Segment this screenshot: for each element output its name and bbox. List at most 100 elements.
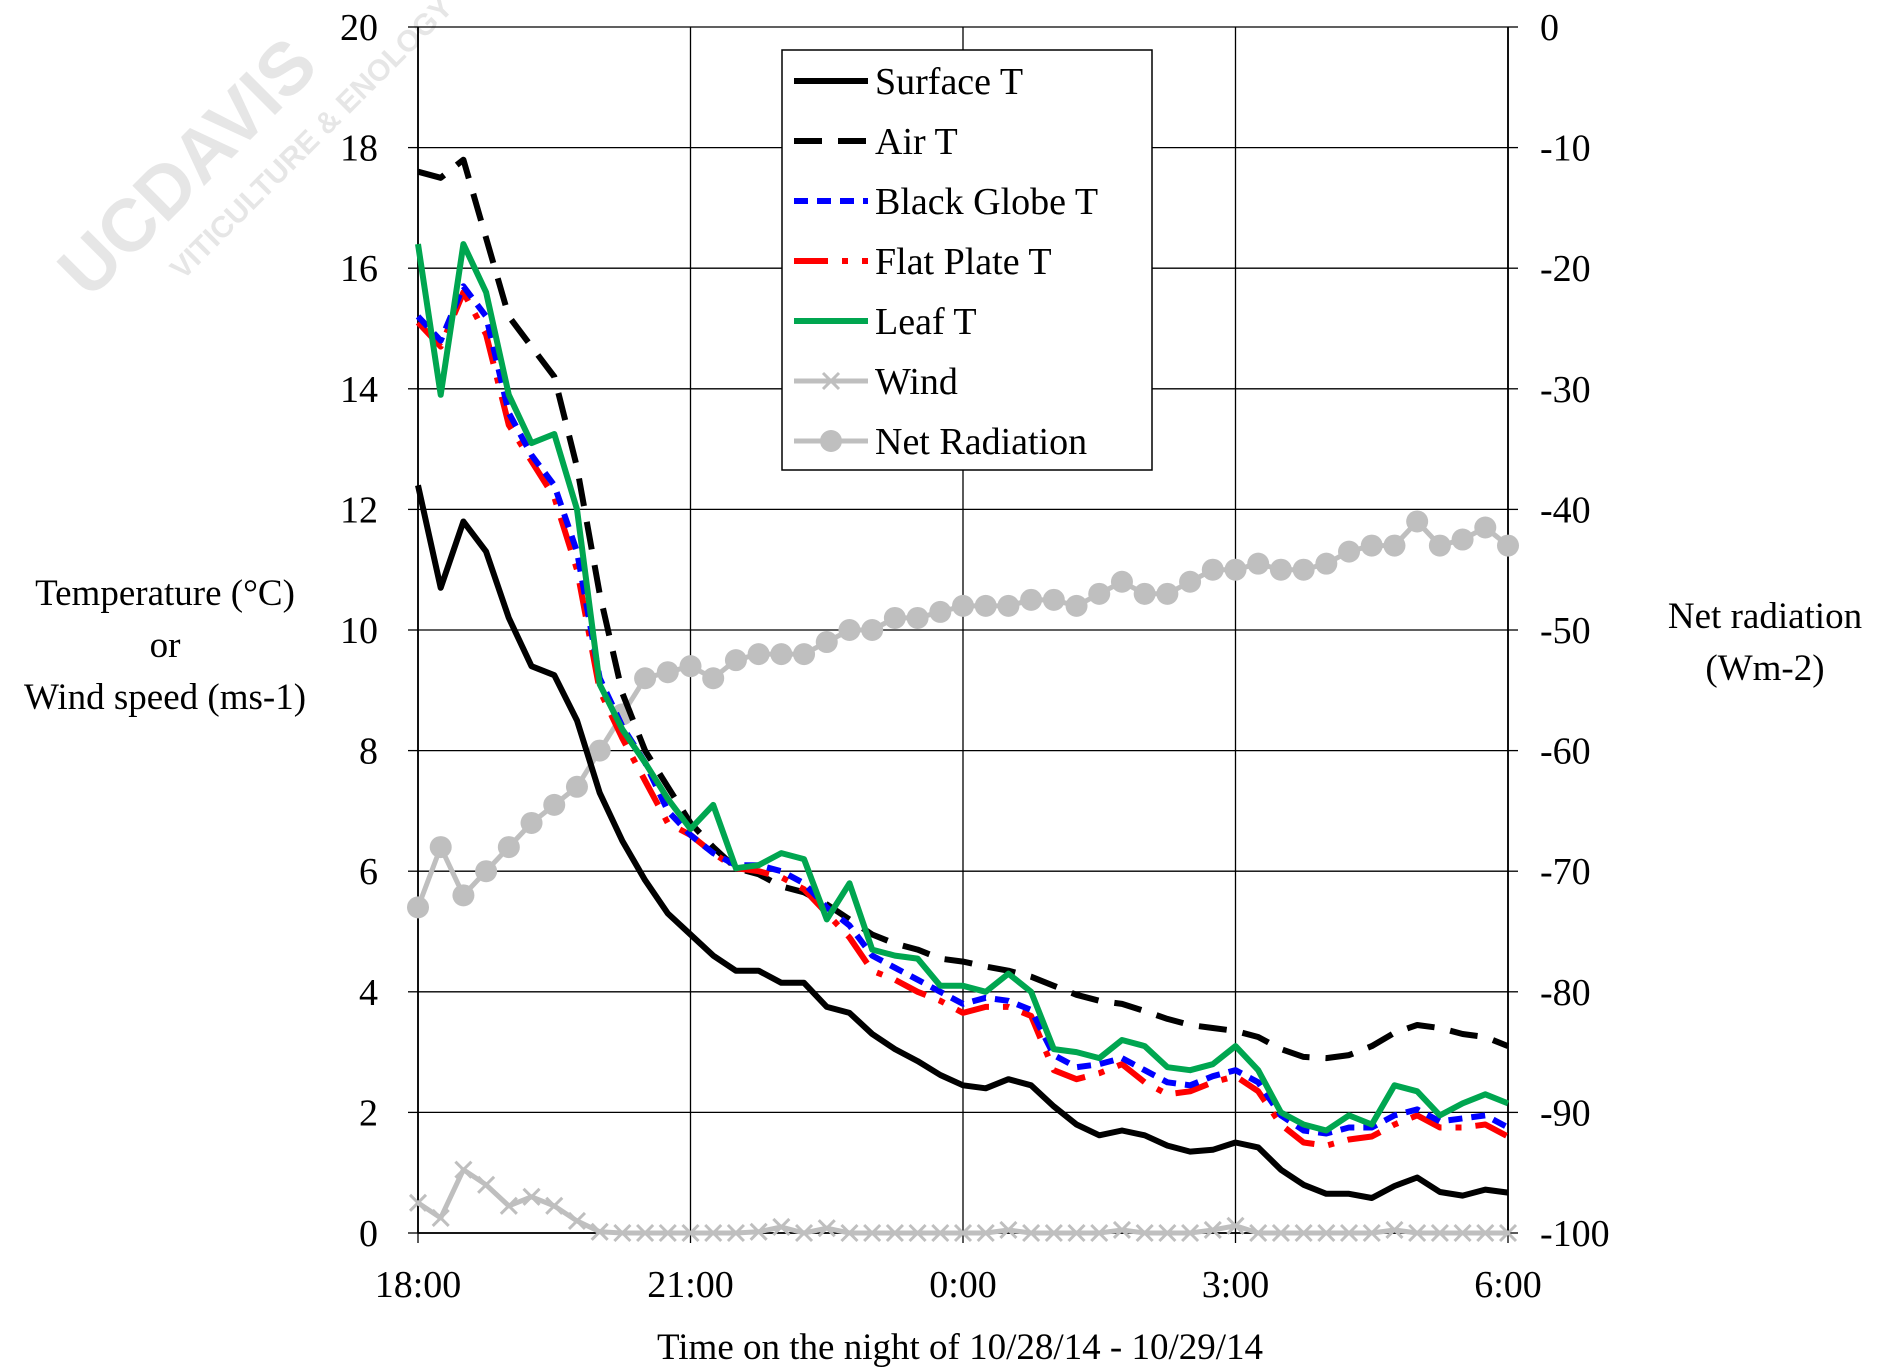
data-point-wind [1226, 1216, 1245, 1235]
x-marker-stroke [999, 1220, 1018, 1240]
data-point-net-radiation [702, 667, 725, 690]
data-point-wind [840, 1223, 859, 1243]
data-point-wind [567, 1211, 587, 1231]
left-axis-title-line2: or [150, 625, 181, 666]
data-point-wind [1181, 1223, 1200, 1243]
data-point-net-radiation [1269, 558, 1292, 581]
left-tick-label: 12 [340, 489, 378, 531]
right-tick-label: -30 [1540, 369, 1591, 411]
x-marker-stroke [931, 1223, 950, 1243]
legend-item-leaf-t: Leaf T [794, 301, 977, 343]
x-marker-stroke [1249, 1223, 1268, 1243]
x-marker-stroke [1181, 1223, 1200, 1243]
x-marker-stroke [1430, 1223, 1449, 1243]
data-point-net-radiation [974, 594, 997, 617]
legend-label-net-radiation: Net Radiation [875, 421, 1087, 463]
left-tick-label: 18 [340, 128, 378, 170]
x-marker-stroke [704, 1223, 723, 1243]
data-point-net-radiation [1428, 534, 1451, 557]
data-point-wind [1317, 1223, 1336, 1243]
x-tick-label: 3:00 [1202, 1264, 1270, 1306]
x-marker-stroke [1385, 1220, 1404, 1240]
x-tick-label: 18:00 [375, 1264, 462, 1306]
series-line-leaf-t [415, 241, 1510, 1134]
data-point-wind [1158, 1223, 1177, 1243]
data-point-net-radiation [475, 860, 498, 883]
data-point-wind [931, 1223, 950, 1243]
x-marker-stroke [794, 1223, 814, 1243]
x-marker-stroke [726, 1223, 745, 1243]
data-point-wind [749, 1222, 768, 1241]
x-marker-stroke [636, 1223, 655, 1243]
x-marker-stroke [1158, 1223, 1177, 1243]
x-marker-stroke [1294, 1223, 1313, 1243]
data-point-wind [999, 1220, 1018, 1240]
right-tick-label: -80 [1540, 972, 1591, 1014]
data-point-net-radiation [838, 619, 861, 641]
x-marker-stroke [590, 1222, 609, 1241]
data-point-net-radiation [1224, 558, 1247, 581]
data-point-net-radiation [929, 600, 952, 623]
left-axis-title: Temperature (°C) or Wind speed (ms-1) [24, 573, 306, 718]
data-point-net-radiation [634, 667, 657, 690]
series-flat-plate-t [415, 289, 1510, 1149]
left-tick-label: 10 [340, 610, 378, 652]
x-marker-stroke [817, 1219, 836, 1238]
series-line-flat-plate-t [415, 289, 1510, 1149]
right-axis-title-line2: (Wm-2) [1705, 648, 1824, 689]
data-point-wind [658, 1223, 677, 1243]
data-point-wind [1249, 1223, 1268, 1243]
data-point-net-radiation [1201, 558, 1224, 581]
data-point-wind [636, 1223, 655, 1243]
data-point-wind [953, 1223, 973, 1243]
x-axis-title: Time on the night of 10/28/14 - 10/29/14 [657, 1327, 1263, 1368]
legend-item-wind: Wind [794, 361, 958, 403]
data-point-wind [1498, 1223, 1518, 1243]
x-marker-stroke [1339, 1223, 1359, 1243]
series-line-surface-t [415, 484, 1509, 1201]
data-point-net-radiation [1315, 552, 1338, 575]
left-tick-label: 6 [359, 851, 378, 893]
right-tick-label: -20 [1540, 248, 1591, 290]
data-point-net-radiation [679, 655, 702, 678]
data-point-net-radiation [656, 661, 679, 684]
left-tick-label: 8 [359, 731, 378, 773]
data-point-net-radiation [520, 811, 543, 834]
data-point-net-radiation [543, 793, 566, 816]
x-marker-stroke [908, 1223, 927, 1243]
data-point-wind [1385, 1220, 1404, 1240]
legend-label-leaf-t: Leaf T [875, 301, 977, 343]
x-marker-stroke [681, 1223, 700, 1243]
x-marker-stroke [1044, 1223, 1063, 1243]
x-marker-stroke [522, 1187, 541, 1206]
x-marker-stroke [1135, 1223, 1154, 1243]
data-point-wind [1044, 1223, 1063, 1243]
x-marker-stroke [1090, 1223, 1109, 1243]
data-point-net-radiation [952, 594, 974, 617]
data-point-net-radiation [1042, 588, 1065, 611]
legend-label-black-globe-t: Black Globe T [875, 181, 1098, 223]
data-point-net-radiation [1338, 540, 1361, 563]
legend: Surface T Air T Black Globe T Flat Plate T L… [781, 49, 1153, 471]
x-marker-stroke [1317, 1223, 1336, 1243]
data-point-net-radiation [1179, 570, 1202, 593]
legend-label-flat-plate-t: Flat Plate T [875, 241, 1052, 283]
x-marker-stroke [454, 1160, 473, 1179]
data-point-wind [499, 1196, 518, 1215]
x-marker-stroke [1362, 1223, 1381, 1243]
data-point-wind [976, 1223, 995, 1243]
series-air-t [417, 156, 1510, 1062]
legend-item-net-radiation: Net Radiation [794, 421, 1087, 463]
series-leaf-t [415, 241, 1510, 1134]
data-point-wind [590, 1222, 609, 1241]
data-point-net-radiation [770, 643, 793, 666]
data-point-wind [613, 1223, 632, 1243]
data-point-wind [863, 1223, 882, 1243]
data-point-wind [1271, 1223, 1290, 1243]
x-marker-stroke [658, 1223, 677, 1243]
x-marker-stroke [1022, 1223, 1041, 1243]
x-marker-stroke [499, 1196, 518, 1215]
x-marker-stroke [772, 1217, 791, 1237]
data-point-net-radiation [997, 594, 1020, 617]
data-point-wind [522, 1187, 541, 1206]
